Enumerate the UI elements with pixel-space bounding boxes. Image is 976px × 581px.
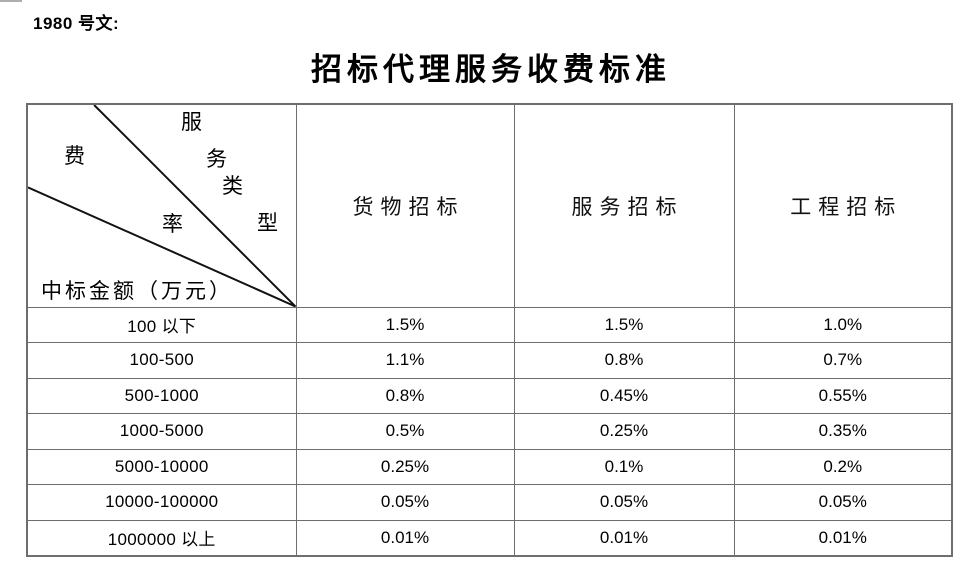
column-header-services-bidding: 服务招标 bbox=[513, 103, 735, 308]
fee-value-cell: 0.2% bbox=[733, 448, 953, 485]
table-row: 100-500 1.1% 0.8% 0.7% bbox=[26, 342, 953, 379]
fee-value-cell: 0.1% bbox=[513, 448, 735, 485]
fee-value-cell: 1.0% bbox=[733, 306, 953, 343]
corner-service-type-char: 型 bbox=[257, 211, 278, 235]
fee-value-cell: 0.05% bbox=[733, 484, 953, 521]
table-header-row: 服 务 类 型 费 率 中标金额（万元） 货物招标 服务招标 工程招标 bbox=[26, 103, 953, 308]
corner-rate-char: 率 bbox=[162, 212, 183, 236]
fee-value-cell: 1.1% bbox=[295, 342, 515, 379]
fee-value-cell: 0.01% bbox=[513, 519, 735, 556]
table-row: 500-1000 0.8% 0.45% 0.55% bbox=[26, 377, 953, 414]
column-header-goods-bidding: 货物招标 bbox=[295, 103, 515, 308]
fee-value-cell: 0.45% bbox=[513, 377, 735, 414]
row-range-cell: 100-500 bbox=[26, 342, 297, 379]
fee-value-cell: 0.55% bbox=[733, 377, 953, 414]
doc-ref: 1980 号文: bbox=[33, 14, 120, 33]
page-title: 招标代理服务收费标准 bbox=[311, 52, 671, 87]
fee-value-cell: 0.01% bbox=[733, 519, 953, 556]
diagonal-divider-lines bbox=[28, 105, 295, 306]
row-range-cell: 10000-100000 bbox=[26, 484, 297, 521]
corner-fee-char: 费 bbox=[64, 144, 85, 168]
fee-table: 服 务 类 型 费 率 中标金额（万元） 货物招标 服务招标 工程招标 100 … bbox=[26, 103, 953, 557]
row-range-cell: 500-1000 bbox=[26, 377, 297, 414]
corner-service-type-char: 务 bbox=[206, 147, 227, 171]
row-range-cell: 100 以下 bbox=[26, 306, 297, 343]
column-header-works-bidding: 工程招标 bbox=[733, 103, 953, 308]
fee-value-cell: 1.5% bbox=[295, 306, 515, 343]
row-range-cell: 1000000 以上 bbox=[26, 519, 297, 556]
fee-value-cell: 0.25% bbox=[295, 448, 515, 485]
table-row: 100 以下 1.5% 1.5% 1.0% bbox=[26, 306, 953, 343]
row-range-cell: 1000-5000 bbox=[26, 413, 297, 450]
table-row: 1000000 以上 0.01% 0.01% 0.01% bbox=[26, 519, 953, 556]
corner-service-type-char: 类 bbox=[222, 174, 243, 198]
corner-cell: 服 务 类 型 费 率 中标金额（万元） bbox=[26, 103, 297, 308]
fee-value-cell: 0.25% bbox=[513, 413, 735, 450]
fee-value-cell: 0.8% bbox=[295, 377, 515, 414]
fee-value-cell: 0.8% bbox=[513, 342, 735, 379]
fee-value-cell: 0.01% bbox=[295, 519, 515, 556]
fee-value-cell: 0.05% bbox=[295, 484, 515, 521]
scan-artifact bbox=[0, 0, 22, 2]
row-range-cell: 5000-10000 bbox=[26, 448, 297, 485]
corner-service-type-char: 服 bbox=[181, 110, 202, 134]
table-row: 1000-5000 0.5% 0.25% 0.35% bbox=[26, 413, 953, 450]
fee-value-cell: 0.05% bbox=[513, 484, 735, 521]
corner-amount-axis-label: 中标金额（万元） bbox=[41, 279, 233, 303]
table-row: 5000-10000 0.25% 0.1% 0.2% bbox=[26, 448, 953, 485]
fee-value-cell: 0.5% bbox=[295, 413, 515, 450]
fee-value-cell: 0.35% bbox=[733, 413, 953, 450]
fee-value-cell: 1.5% bbox=[513, 306, 735, 343]
fee-value-cell: 0.7% bbox=[733, 342, 953, 379]
table-row: 10000-100000 0.05% 0.05% 0.05% bbox=[26, 484, 953, 521]
